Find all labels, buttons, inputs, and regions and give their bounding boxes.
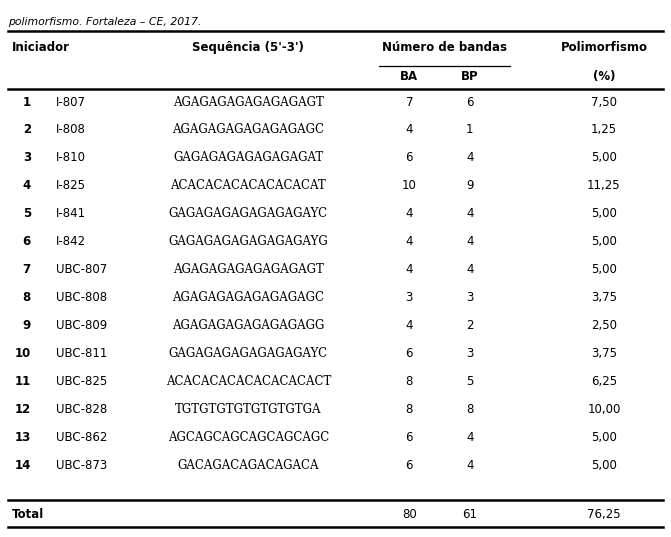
- Text: GAGAGAGAGAGAGAGAYC: GAGAGAGAGAGAGAGAYC: [168, 207, 328, 220]
- Text: 13: 13: [15, 431, 31, 444]
- Text: AGAGAGAGAGAGAGAGT: AGAGAGAGAGAGAGAGT: [173, 96, 323, 108]
- Text: 3,75: 3,75: [591, 291, 617, 304]
- Text: 7: 7: [405, 96, 413, 108]
- Text: 10: 10: [15, 347, 31, 360]
- Text: 7: 7: [23, 263, 31, 276]
- Text: UBC-811: UBC-811: [56, 347, 107, 360]
- Text: polimorfismo. Fortaleza – CE, 2017.: polimorfismo. Fortaleza – CE, 2017.: [8, 17, 201, 27]
- Text: 5,00: 5,00: [591, 207, 617, 220]
- Text: 4: 4: [405, 319, 413, 332]
- Text: I-841: I-841: [56, 207, 86, 220]
- Text: 3: 3: [466, 291, 473, 304]
- Text: UBC-809: UBC-809: [56, 319, 107, 332]
- Text: 1: 1: [23, 96, 31, 108]
- Text: 9: 9: [23, 319, 31, 332]
- Text: Total: Total: [11, 508, 44, 521]
- Text: 4: 4: [466, 459, 474, 471]
- Text: 76,25: 76,25: [587, 508, 621, 521]
- Text: 5,00: 5,00: [591, 151, 617, 164]
- Text: 2: 2: [23, 124, 31, 136]
- Text: BA: BA: [400, 70, 419, 83]
- Text: I-807: I-807: [56, 96, 86, 108]
- Text: 6: 6: [405, 151, 413, 164]
- Text: 4: 4: [405, 235, 413, 248]
- Text: 4: 4: [405, 124, 413, 136]
- Text: 8: 8: [466, 403, 473, 416]
- Text: 3,75: 3,75: [591, 347, 617, 360]
- Text: 4: 4: [466, 263, 474, 276]
- Text: TGTGTGTGTGTGTGTGA: TGTGTGTGTGTGTGTGA: [175, 403, 321, 416]
- Text: 4: 4: [466, 235, 474, 248]
- Text: 5: 5: [466, 375, 473, 388]
- Text: 2: 2: [466, 319, 474, 332]
- Text: 3: 3: [466, 347, 473, 360]
- Text: AGAGAGAGAGAGAGAGC: AGAGAGAGAGAGAGAGC: [172, 291, 324, 304]
- Text: 4: 4: [405, 263, 413, 276]
- Text: 1,25: 1,25: [591, 124, 617, 136]
- Text: 2,50: 2,50: [591, 319, 617, 332]
- Text: AGAGAGAGAGAGAGAGT: AGAGAGAGAGAGAGAGT: [173, 263, 323, 276]
- Text: Iniciador: Iniciador: [11, 41, 69, 54]
- Text: 7,50: 7,50: [591, 96, 617, 108]
- Text: GAGAGAGAGAGAGAGAYC: GAGAGAGAGAGAGAGAYC: [168, 347, 328, 360]
- Text: UBC-808: UBC-808: [56, 291, 107, 304]
- Text: 9: 9: [466, 179, 474, 192]
- Text: 4: 4: [405, 207, 413, 220]
- Text: 6,25: 6,25: [591, 375, 617, 388]
- Text: I-842: I-842: [56, 235, 86, 248]
- Text: UBC-825: UBC-825: [56, 375, 107, 388]
- Text: 5,00: 5,00: [591, 431, 617, 444]
- Text: Sequência (5'-3'): Sequência (5'-3'): [193, 41, 304, 54]
- Text: 1: 1: [466, 124, 474, 136]
- Text: UBC-828: UBC-828: [56, 403, 107, 416]
- Text: 5,00: 5,00: [591, 235, 617, 248]
- Text: 4: 4: [466, 207, 474, 220]
- Text: 5,00: 5,00: [591, 459, 617, 471]
- Text: GAGAGAGAGAGAGAGAYG: GAGAGAGAGAGAGAGAYG: [168, 235, 328, 248]
- Text: 8: 8: [406, 375, 413, 388]
- Text: 14: 14: [15, 459, 31, 471]
- Text: 6: 6: [23, 235, 31, 248]
- Text: 6: 6: [405, 347, 413, 360]
- Text: I-808: I-808: [56, 124, 86, 136]
- Text: 4: 4: [466, 151, 474, 164]
- Text: 11,25: 11,25: [587, 179, 621, 192]
- Text: GACAGACAGACAGACA: GACAGACAGACAGACA: [178, 459, 319, 471]
- Text: 10,00: 10,00: [587, 403, 621, 416]
- Text: GAGAGAGAGAGAGAGAT: GAGAGAGAGAGAGAGAT: [173, 151, 323, 164]
- Text: I-825: I-825: [56, 179, 86, 192]
- Text: 6: 6: [466, 96, 474, 108]
- Text: Polimorfismo: Polimorfismo: [560, 41, 648, 54]
- Text: 4: 4: [466, 431, 474, 444]
- Text: 3: 3: [23, 151, 31, 164]
- Text: Número de bandas: Número de bandas: [382, 41, 507, 54]
- Text: ACACACACACACACACACT: ACACACACACACACACACT: [166, 375, 331, 388]
- Text: 10: 10: [402, 179, 417, 192]
- Text: ACACACACACACACACAT: ACACACACACACACACAT: [170, 179, 326, 192]
- Text: 11: 11: [15, 375, 31, 388]
- Text: 61: 61: [462, 508, 477, 521]
- Text: UBC-807: UBC-807: [56, 263, 107, 276]
- Text: 6: 6: [405, 431, 413, 444]
- Text: UBC-862: UBC-862: [56, 431, 107, 444]
- Text: 4: 4: [23, 179, 31, 192]
- Text: I-810: I-810: [56, 151, 86, 164]
- Text: 80: 80: [402, 508, 417, 521]
- Text: AGAGAGAGAGAGAGAGG: AGAGAGAGAGAGAGAGG: [172, 319, 325, 332]
- Text: UBC-873: UBC-873: [56, 459, 107, 471]
- Text: (%): (%): [592, 70, 615, 83]
- Text: 5,00: 5,00: [591, 263, 617, 276]
- Text: BP: BP: [461, 70, 478, 83]
- Text: AGAGAGAGAGAGAGAGC: AGAGAGAGAGAGAGAGC: [172, 124, 324, 136]
- Text: AGCAGCAGCAGCAGCAGC: AGCAGCAGCAGCAGCAGC: [168, 431, 329, 444]
- Text: 8: 8: [406, 403, 413, 416]
- Text: 3: 3: [406, 291, 413, 304]
- Text: 5: 5: [23, 207, 31, 220]
- Text: 12: 12: [15, 403, 31, 416]
- Text: 8: 8: [23, 291, 31, 304]
- Text: 6: 6: [405, 459, 413, 471]
